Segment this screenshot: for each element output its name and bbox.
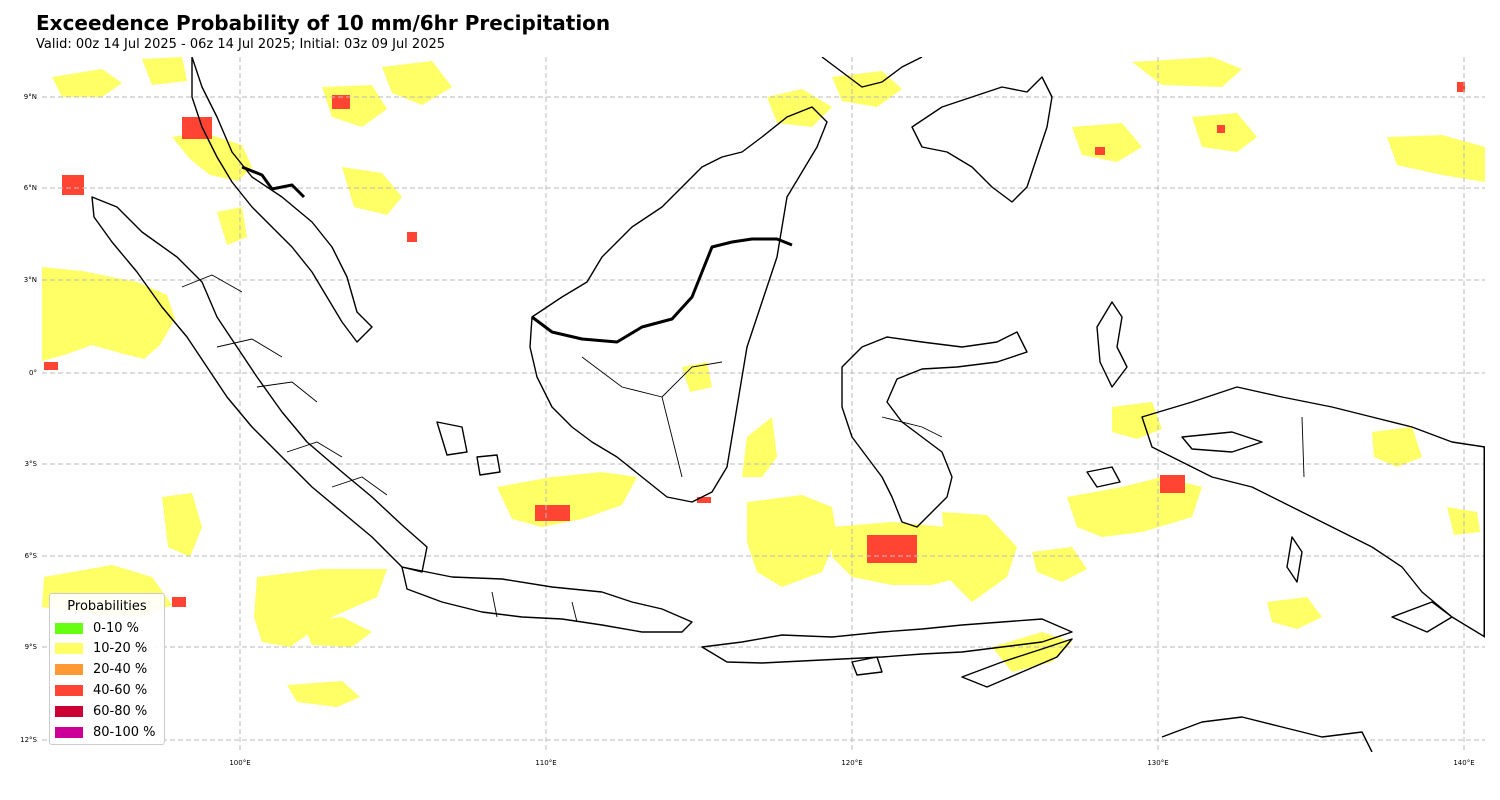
map-panel bbox=[42, 57, 1485, 752]
precip-cell-mindanao bbox=[1095, 147, 1105, 155]
lon-label-130e: 130°E bbox=[1147, 759, 1169, 767]
lon-label-140e: 140°E bbox=[1453, 759, 1475, 767]
precip-cell-north-strait bbox=[182, 117, 212, 139]
lat-label-0: 0° bbox=[29, 369, 37, 377]
legend: Probabilities 0-10 % 10-20 % 20-40 % 40-… bbox=[49, 593, 165, 745]
coast-papua-south-island bbox=[1391, 601, 1453, 633]
coast-philippines-mindanao bbox=[911, 76, 1053, 203]
precip-cell-java-sea bbox=[535, 505, 570, 521]
map-subtitle: Valid: 00z 14 Jul 2025 - 06z 14 Jul 2025… bbox=[36, 37, 446, 52]
precip-40-60-layer bbox=[44, 82, 1465, 607]
lat-label-6n: 6°N bbox=[23, 184, 37, 192]
precip-area-java-sea-west bbox=[497, 472, 637, 527]
precip-area-scs-2 bbox=[382, 61, 452, 105]
legend-label: 40-60 % bbox=[93, 682, 148, 698]
coast-borneo bbox=[529, 106, 828, 503]
precip-area-pacific-ne bbox=[1387, 135, 1485, 182]
coast-aru bbox=[1286, 536, 1303, 583]
legend-label: 80-100 % bbox=[93, 724, 156, 740]
legend-swatch bbox=[55, 726, 83, 738]
coast-lesser-sunda bbox=[701, 618, 1073, 664]
precip-cell-arafura bbox=[1160, 475, 1185, 493]
provincial-boundaries bbox=[181, 274, 1305, 623]
precip-area-south-china-sea-top bbox=[142, 57, 187, 85]
precip-area-mindanao-east bbox=[1072, 123, 1142, 162]
legend-swatch bbox=[55, 622, 83, 634]
legend-label: 60-80 % bbox=[93, 703, 148, 719]
coast-sumba bbox=[851, 656, 883, 676]
precip-area-west-sumatra-sea bbox=[42, 267, 175, 361]
coast-bangka bbox=[436, 421, 468, 456]
precip-area-makassar-strait bbox=[742, 417, 777, 477]
lat-label-6s: 6°S bbox=[24, 552, 37, 560]
map-title: Exceedence Probability of 10 mm/6hr Prec… bbox=[36, 11, 611, 35]
coast-buru bbox=[1086, 466, 1121, 488]
legend-swatch bbox=[55, 705, 83, 717]
lat-label-12s: 12°S bbox=[20, 736, 37, 744]
legend-swatch bbox=[55, 642, 83, 654]
precip-cell-scs bbox=[332, 95, 350, 109]
precip-area-gulf-carpentaria bbox=[302, 617, 372, 647]
lat-label-9s: 9°S bbox=[24, 643, 37, 651]
precip-area-indian-ocean-3 bbox=[162, 493, 202, 557]
precip-area-indian-ocean-1 bbox=[254, 569, 387, 647]
legend-item: 20-40 % bbox=[55, 661, 147, 677]
legend-label: 10-20 % bbox=[93, 640, 148, 656]
precip-area-north-sumatra bbox=[52, 69, 122, 97]
precip-cell-southwest bbox=[172, 597, 186, 607]
precip-area-banda-sea bbox=[942, 512, 1017, 602]
precip-area-flores-sea bbox=[747, 495, 837, 587]
precip-area-halmahera bbox=[1112, 402, 1162, 439]
graticule bbox=[42, 57, 1485, 752]
lon-label-110e: 110°E bbox=[535, 759, 557, 767]
coast-java bbox=[401, 566, 693, 633]
borders bbox=[241, 165, 1485, 637]
lon-label-100e: 100°E bbox=[229, 759, 251, 767]
precip-area-arafura-3 bbox=[1267, 597, 1322, 629]
lat-label-9n: 9°N bbox=[23, 93, 37, 101]
coast-halmahera bbox=[1096, 301, 1128, 388]
precip-area-celebes-sea bbox=[767, 89, 832, 127]
coast-sumatra bbox=[91, 196, 428, 573]
legend-item: 60-80 % bbox=[55, 703, 147, 719]
border-thailand-malaysia bbox=[241, 165, 306, 199]
legend-title: Probabilities bbox=[67, 599, 147, 614]
lat-label-3s: 3°S bbox=[24, 460, 37, 468]
legend-item: 10-20 % bbox=[55, 640, 147, 656]
legend-item: 80-100 % bbox=[55, 724, 156, 740]
precip-cell-south-kalimantan bbox=[697, 497, 711, 503]
precip-area-indian-ocean-2 bbox=[287, 681, 360, 707]
legend-swatch bbox=[55, 684, 83, 696]
precip-area-pacific-n bbox=[1132, 57, 1242, 87]
legend-label: 0-10 % bbox=[93, 620, 139, 636]
coast-seram bbox=[1181, 431, 1263, 453]
legend-item: 40-60 % bbox=[55, 682, 147, 698]
legend-item: 0-10 % bbox=[55, 620, 139, 636]
legend-swatch bbox=[55, 663, 83, 675]
coast-belitung bbox=[476, 454, 501, 476]
precip-area-north-strait bbox=[172, 132, 252, 181]
precip-cell-indian-ocean bbox=[44, 362, 58, 370]
map-canvas bbox=[42, 57, 1485, 752]
precip-cell-sumatra-east bbox=[407, 232, 417, 242]
border-sarawak-kalimantan bbox=[531, 237, 793, 344]
precip-cell-andaman bbox=[62, 175, 84, 195]
precip-cell-pacific bbox=[1457, 82, 1465, 92]
coast-philippines-north bbox=[821, 57, 923, 88]
precip-area-malaysia-west bbox=[342, 167, 402, 215]
lon-label-120e: 120°E bbox=[841, 759, 863, 767]
coast-australia-north bbox=[1161, 716, 1373, 752]
coast-timor bbox=[961, 638, 1073, 688]
precip-cell-pacific-mid bbox=[1217, 125, 1225, 133]
lat-label-3n: 3°N bbox=[23, 276, 37, 284]
legend-label: 20-40 % bbox=[93, 661, 148, 677]
precip-area-papua-w bbox=[1372, 427, 1422, 467]
precip-cell-flores bbox=[867, 535, 917, 563]
